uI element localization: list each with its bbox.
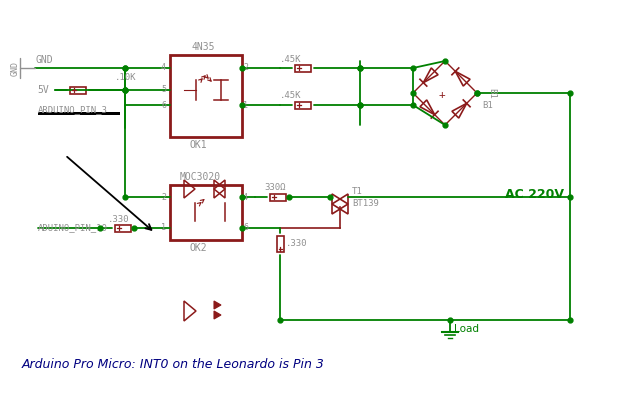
Text: 1: 1 — [161, 223, 166, 233]
Text: Load: Load — [454, 324, 479, 334]
Text: 6: 6 — [243, 223, 248, 233]
Text: ADUINO_PIN_10: ADUINO_PIN_10 — [38, 223, 108, 233]
Text: GND: GND — [10, 61, 19, 75]
Text: MOC3020: MOC3020 — [180, 172, 221, 182]
Text: 4: 4 — [243, 192, 248, 201]
Text: ARDUINO_PIN_3: ARDUINO_PIN_3 — [38, 105, 108, 115]
Text: Arduino Pro Micro: INT0 on the Leonardo is Pin 3: Arduino Pro Micro: INT0 on the Leonardo … — [22, 358, 325, 371]
Bar — [295, 65, 311, 71]
Text: AC 220V: AC 220V — [505, 188, 564, 201]
Text: 2: 2 — [161, 192, 166, 201]
Text: +: + — [438, 90, 445, 100]
Text: T1: T1 — [352, 188, 363, 196]
Bar — [170, 185, 242, 240]
Text: BT139: BT139 — [352, 198, 379, 207]
Text: OK1: OK1 — [190, 140, 207, 150]
Text: B1: B1 — [487, 88, 496, 98]
Bar — [276, 236, 284, 252]
Text: OK2: OK2 — [190, 243, 207, 253]
Text: 5V: 5V — [37, 85, 49, 95]
Polygon shape — [214, 301, 221, 309]
Text: .330: .330 — [108, 215, 129, 223]
Text: .45K: .45K — [280, 91, 301, 101]
Text: 2: 2 — [243, 63, 248, 73]
Bar — [115, 225, 131, 231]
Bar — [170, 55, 242, 137]
Text: GND: GND — [35, 55, 52, 65]
Bar — [70, 87, 86, 93]
Text: .45K: .45K — [280, 55, 301, 63]
Text: 330Ω: 330Ω — [264, 184, 285, 192]
Bar — [270, 194, 286, 200]
Text: 1: 1 — [243, 101, 248, 109]
Text: 4N35: 4N35 — [192, 42, 216, 52]
Text: 6: 6 — [161, 101, 166, 109]
Text: 4: 4 — [161, 63, 166, 73]
Bar — [295, 101, 311, 109]
Text: .10K: .10K — [115, 73, 136, 81]
Text: B1: B1 — [482, 101, 493, 109]
Text: 5: 5 — [161, 85, 166, 95]
Text: .330: .330 — [286, 239, 307, 249]
Bar — [38, 112, 120, 115]
Polygon shape — [214, 311, 221, 319]
